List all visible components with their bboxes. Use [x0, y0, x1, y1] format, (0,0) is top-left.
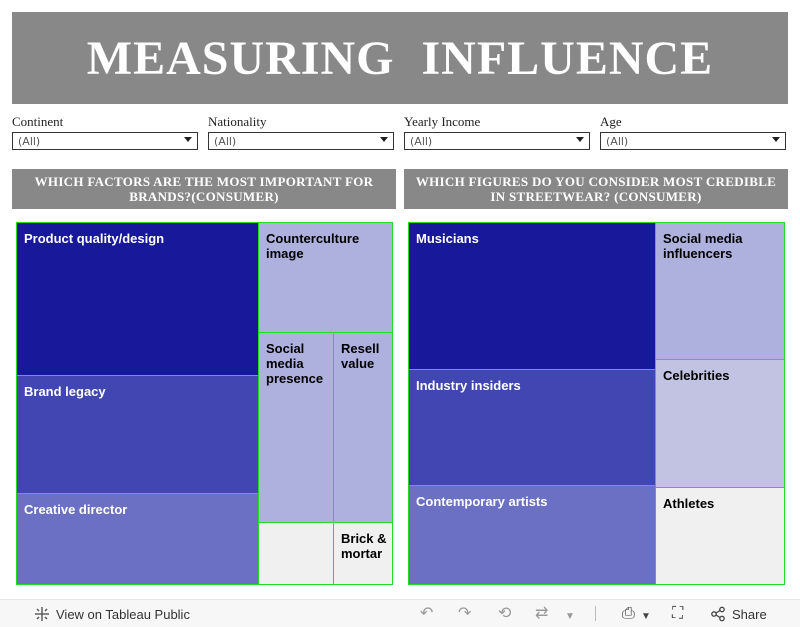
treemap-cell-contemporary-artists[interactable]: Contemporary artists: [408, 485, 656, 585]
treemap-label: Resell value: [341, 341, 380, 371]
view-on-tableau-label: View on Tableau Public: [56, 606, 190, 622]
download-icon[interactable]: ⎙: [622, 605, 635, 622]
dropdown-arrow-icon[interactable]: [576, 137, 584, 142]
filter-age-label: Age: [600, 114, 622, 129]
treemap-cell-counterculture[interactable]: Counterculture image: [258, 222, 393, 333]
treemap-label: Musicians: [416, 231, 479, 246]
download-dropdown-icon[interactable]: ▼: [641, 611, 651, 622]
tableau-toolbar: View on Tableau Public ↶ ↷ ⟲ ⇄ ▼ ⎙ ▼ ⛶ S…: [0, 599, 800, 627]
dropdown-arrow-icon[interactable]: [184, 137, 192, 142]
treemap-cell-industry-insiders[interactable]: Industry insiders: [408, 369, 656, 486]
treemap-cell-social-media-influencers[interactable]: Social media influencers: [655, 222, 785, 360]
treemap-label: Celebrities: [663, 368, 730, 383]
view-on-tableau-link[interactable]: View on Tableau Public: [34, 606, 190, 622]
refresh-icon[interactable]: ⇄: [535, 605, 549, 622]
filter-age-select[interactable]: (All): [600, 132, 786, 150]
filter-yearly-income-value: (All): [410, 134, 433, 148]
left-panel-heading: WHICH FACTORS ARE THE MOST IMPORTANT FOR…: [12, 169, 396, 209]
treemap-label: Contemporary artists: [416, 494, 548, 509]
share-label: Share: [732, 606, 767, 622]
treemap-label: Creative director: [24, 502, 128, 517]
filter-yearly-income-select[interactable]: (All): [404, 132, 590, 150]
filter-nationality: Nationality (All): [208, 114, 394, 150]
treemap-cell-celebrities[interactable]: Celebrities: [655, 359, 785, 488]
dropdown-arrow-icon[interactable]: [772, 137, 780, 142]
redo-icon[interactable]: ↷: [458, 605, 472, 622]
treemap-label: Brand legacy: [24, 384, 106, 399]
revert-icon[interactable]: ⟲: [498, 605, 512, 622]
filter-continent-select[interactable]: (All): [12, 132, 198, 150]
treemap-cell-empty[interactable]: [258, 522, 334, 585]
fullscreen-icon[interactable]: ⛶: [672, 605, 684, 622]
treemap-label: Counterculture image: [266, 231, 360, 261]
treemap-cell-resell-value[interactable]: Resell value: [333, 332, 393, 523]
tableau-logo-icon: [35, 607, 49, 621]
dropdown-icon[interactable]: ▼: [565, 611, 575, 622]
filter-yearly-income: Yearly Income (All): [404, 114, 590, 150]
dashboard-title-bar: MEASURING INFLUENCE: [12, 12, 788, 104]
treemap-label: Product quality/design: [24, 231, 165, 246]
treemap-label: Athletes: [663, 496, 715, 511]
treemap-cell-creative-director[interactable]: Creative director: [16, 493, 259, 585]
filter-nationality-select[interactable]: (All): [208, 132, 394, 150]
treemap-cell-musicians[interactable]: Musicians: [408, 222, 656, 370]
filter-nationality-value: (All): [214, 134, 237, 148]
share-button[interactable]: Share: [710, 606, 767, 622]
filter-age-value: (All): [606, 134, 629, 148]
filter-continent-value: (All): [18, 134, 41, 148]
dropdown-arrow-icon[interactable]: [380, 137, 388, 142]
treemap-cell-social-media-presence[interactable]: Social media presence: [258, 332, 334, 523]
filter-continent: Continent (All): [12, 114, 198, 150]
treemap-cell-brand-legacy[interactable]: Brand legacy: [16, 375, 259, 494]
treemap-label: Brick & mortar: [341, 531, 387, 561]
treemap-label: Industry insiders: [416, 378, 521, 393]
filter-age: Age (All): [600, 114, 786, 150]
treemap-cell-product-quality[interactable]: Product quality/design: [16, 222, 259, 376]
treemap-label: Social media influencers: [663, 231, 743, 261]
dashboard-title: MEASURING INFLUENCE: [86, 31, 714, 85]
undo-icon[interactable]: ↶: [420, 605, 434, 622]
right-panel-heading: WHICH FIGURES DO YOU CONSIDER MOST CREDI…: [404, 169, 788, 209]
treemap-cell-brick-mortar[interactable]: Brick & mortar: [333, 522, 393, 585]
filter-continent-label: Continent: [12, 114, 64, 129]
filter-yearly-income-label: Yearly Income: [404, 114, 481, 129]
filter-nationality-label: Nationality: [208, 114, 267, 129]
treemap-label: Social media presence: [266, 341, 324, 386]
toolbar-divider: [595, 606, 596, 621]
share-icon: [711, 606, 725, 622]
treemap-cell-athletes[interactable]: Athletes: [655, 487, 785, 585]
